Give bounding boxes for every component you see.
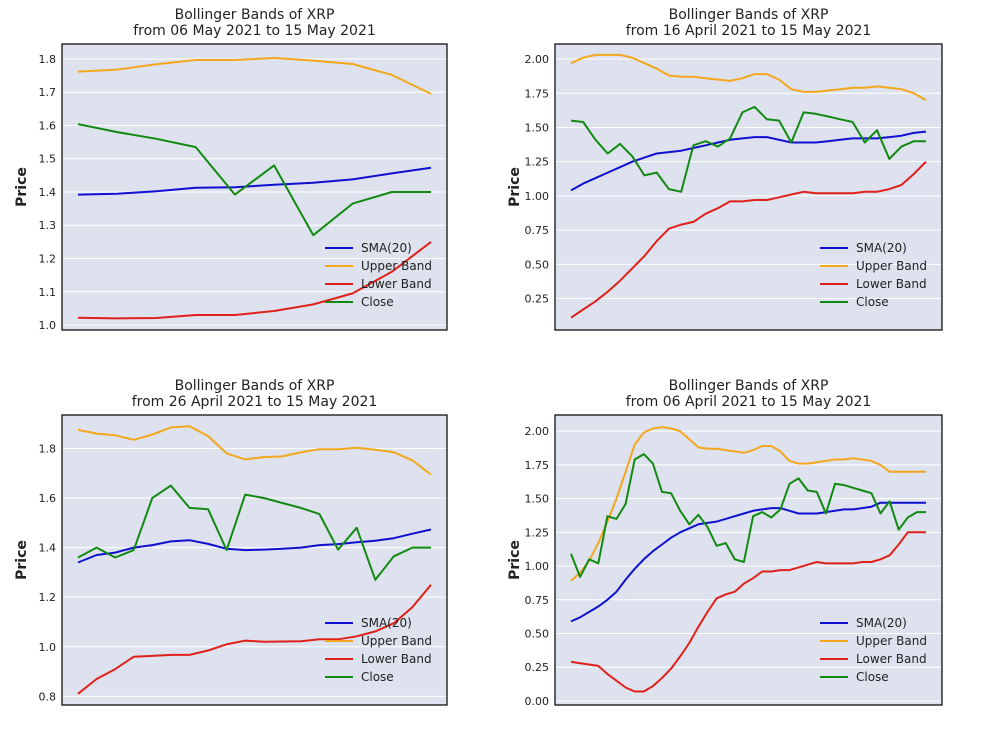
legend-label: SMA(20): [361, 241, 412, 255]
legend-label: Upper Band: [361, 259, 432, 273]
y-tick-label: 1.75: [525, 87, 550, 100]
y-tick-label: 2.00: [525, 425, 550, 438]
legend-label: Close: [856, 670, 889, 684]
plot-frame: [61, 414, 448, 706]
y-tick-label: 1.4: [39, 542, 57, 555]
legend-label: Upper Band: [856, 259, 927, 273]
plot-frame: [554, 414, 943, 706]
y-tick-label: 1.50: [525, 121, 550, 134]
legend-label: SMA(20): [361, 616, 412, 630]
series-line: [570, 531, 926, 693]
series-line: [570, 426, 926, 582]
series-line: [77, 123, 431, 237]
y-tick-label: 0.00: [525, 695, 550, 708]
y-tick-label: 1.6: [39, 119, 57, 132]
y-tick-label: 0.75: [525, 594, 550, 607]
y-tick-label: 2.00: [525, 53, 550, 66]
chart-panel: 0.25 0.50 0.75 1.00 1.25 1.50 1.75 2.00 Bollinge…: [507, 7, 943, 331]
y-tick-label: 1.2: [39, 253, 57, 266]
chart-panel: 1.0 1.1 1.2 1.3 1.4 1.5 1.6 1.7 1.8 Bollinger Ban…: [14, 7, 448, 332]
y-axis-label: Price: [507, 167, 523, 207]
y-tick-label: 0.75: [525, 224, 550, 237]
chart-title: Bollinger Bands of XRP: [175, 378, 335, 394]
y-tick-label: 1.00: [525, 560, 550, 573]
legend-label: Lower Band: [856, 652, 927, 666]
series-line: [570, 453, 926, 578]
series-line: [77, 166, 432, 196]
legend-label: Lower Band: [361, 277, 432, 291]
chart-title: Bollinger Bands of XRP: [669, 7, 829, 23]
series-line: [570, 501, 926, 623]
y-axis-label: Price: [14, 167, 30, 207]
chart-panel: 0.00 0.25 0.50 0.75 1.00 1.25 1.50 1.75 2.00 Boll…: [507, 378, 943, 708]
chart-subtitle: from 06 May 2021 to 15 May 2021: [133, 23, 376, 39]
y-tick-label: 1.3: [39, 219, 57, 232]
legend-label: SMA(20): [856, 616, 907, 630]
series-line: [570, 105, 926, 193]
y-tick-label: 1.8: [39, 53, 57, 66]
y-tick-label: 1.1: [39, 286, 57, 299]
y-tick-label: 1.5: [39, 153, 57, 166]
y-tick-label: 1.25: [525, 526, 550, 539]
plot-frame: [554, 43, 943, 331]
series-line: [570, 130, 927, 192]
y-tick-label: 1.2: [39, 591, 57, 604]
y-tick-label: 1.0: [39, 319, 57, 332]
chart-panel: 0.8 1.0 1.2 1.4 1.6 1.8 Bollinger Bands of XRP…: [14, 378, 448, 706]
chart-subtitle: from 26 April 2021 to 15 May 2021: [132, 394, 378, 410]
y-tick-label: 1.50: [525, 493, 550, 506]
chart-title: Bollinger Bands of XRP: [669, 378, 829, 394]
y-axis-label: Price: [507, 540, 523, 580]
y-tick-label: 1.0: [39, 641, 57, 654]
chart-subtitle: from 16 April 2021 to 15 May 2021: [626, 23, 872, 39]
legend-label: Lower Band: [856, 277, 927, 291]
legend-label: Upper Band: [361, 634, 432, 648]
legend-label: Lower Band: [361, 652, 432, 666]
y-tick-label: 0.50: [525, 628, 550, 641]
chart-subtitle: from 06 April 2021 to 15 May 2021: [626, 394, 872, 410]
y-tick-label: 1.7: [39, 86, 57, 99]
y-tick-label: 1.8: [39, 442, 57, 455]
y-tick-label: 1.4: [39, 186, 57, 199]
legend-label: SMA(20): [856, 241, 907, 255]
y-tick-label: 0.25: [525, 293, 550, 306]
legend-label: Upper Band: [856, 634, 927, 648]
plot-frame: [61, 43, 448, 331]
series-line: [570, 160, 927, 319]
series-line: [77, 484, 431, 581]
series-line: [570, 53, 927, 101]
chart-title: Bollinger Bands of XRP: [175, 7, 335, 23]
y-axis-label: Price: [14, 540, 30, 580]
y-tick-label: 0.50: [525, 258, 550, 271]
y-tick-label: 1.75: [525, 459, 550, 472]
plot-area: [62, 415, 447, 705]
y-tick-label: 1.00: [525, 190, 550, 203]
y-tick-label: 1.25: [525, 156, 550, 169]
series-line: [77, 57, 432, 95]
series-line: [77, 241, 432, 320]
y-tick-label: 1.6: [39, 492, 57, 505]
y-tick-label: 0.8: [39, 690, 57, 703]
y-tick-label: 0.25: [525, 661, 550, 674]
legend-label: Close: [856, 295, 889, 309]
series-line: [77, 528, 432, 564]
legend-label: Close: [361, 295, 394, 309]
series-line: [77, 425, 432, 476]
legend-label: Close: [361, 670, 394, 684]
series-line: [77, 584, 432, 695]
